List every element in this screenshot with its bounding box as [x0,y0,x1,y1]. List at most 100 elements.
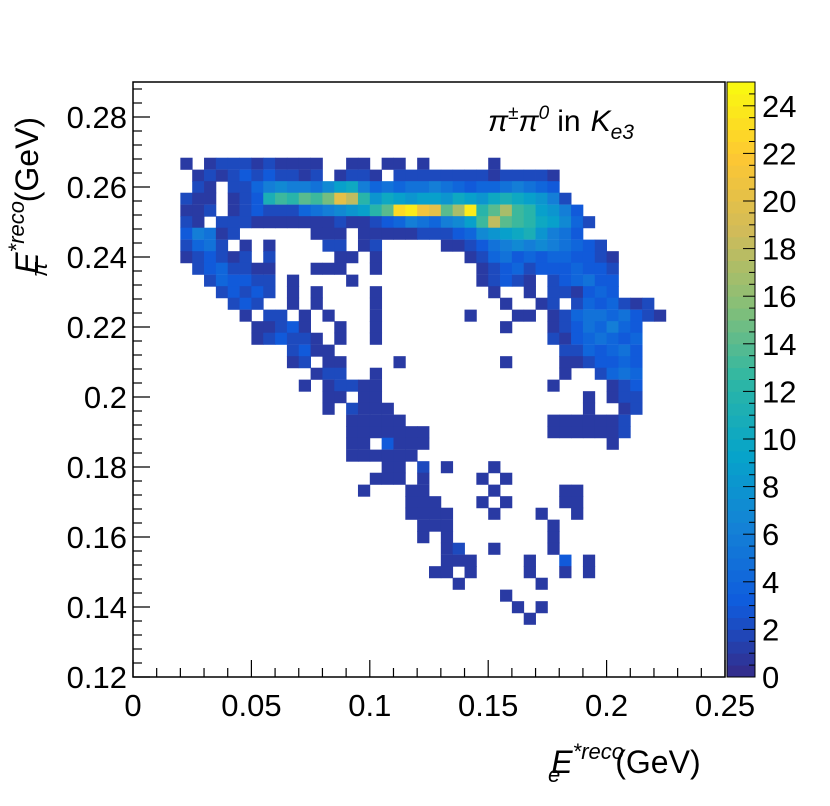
y-tick-label: 0.12 [67,660,127,695]
heatmap-cell [417,496,430,509]
heatmap-cell [180,204,193,217]
heatmap-cell [547,274,560,287]
heatmap-cell [618,332,631,345]
heatmap-cell [346,449,359,462]
heatmap-cell [464,181,477,194]
heatmap-cell [298,181,311,194]
color-scale-step [727,593,755,607]
heatmap-cell [476,216,489,229]
heatmap-cell [310,297,323,310]
heatmap-cell [405,507,418,520]
heatmap-cell [369,262,383,275]
heatmap-cell [298,321,311,334]
heatmap-cell [286,356,300,369]
heatmap-cell [405,169,418,182]
heatmap-cell [594,297,607,310]
color-scale-step [727,153,755,166]
heatmap-cell [630,332,643,345]
color-scale-step [727,391,755,404]
color-scale-step [727,486,755,499]
heatmap-cell [334,192,347,205]
heatmap-cell [334,321,347,334]
x-axis: 0 0.05 0.1 0.15 0.2 0.25 [124,660,755,723]
heatmap-cell [559,286,572,299]
heatmap-cell [571,414,584,427]
color-scale-step [727,617,755,630]
heatmap-cell [310,192,323,205]
y-axis-title: E*recoπ(GeV) [4,117,52,277]
heatmap-cell [606,309,619,322]
color-scale-step [727,534,755,547]
heatmap-cell [192,239,205,252]
color-scale-step [727,308,755,321]
heatmap-cell [346,181,359,194]
heatmap-cell [322,204,335,217]
heatmap-cell [215,251,229,264]
heatmap-cell [298,356,311,369]
heatmap-cell [369,216,383,229]
heatmap-cell [547,262,560,275]
heatmap-cell [357,204,371,217]
x-tick-label: 0.05 [221,688,281,723]
heatmap-cell [594,426,607,439]
heatmap-cell [381,461,394,474]
heatmap-cell [500,496,513,509]
heatmap-cell [582,321,596,334]
heatmap-cell [571,262,584,275]
heatmap-cell [511,181,525,194]
heatmap-cells [180,157,667,625]
heatmap-cell [369,227,383,240]
heatmap-cell [405,181,418,194]
heatmap-cell [547,204,560,217]
heatmap-cell [429,216,442,229]
color-scale-step [727,331,755,345]
heatmap-cell [417,531,430,544]
heatmap-cell [535,181,548,194]
heatmap-cell [251,286,264,299]
heatmap-cell [488,262,501,275]
color-scale-step [727,105,755,119]
heatmap-cell [393,414,406,427]
heatmap-cell [369,251,383,264]
color-scale-step [727,498,755,511]
color-tick-label: 2 [762,612,779,647]
heatmap-cell [239,169,252,182]
heatmap-cell [571,297,584,310]
color-scale-bar [726,81,756,678]
color-scale-step [727,510,755,523]
heatmap-cell [594,239,607,252]
heatmap-cell [500,262,513,275]
heatmap-cell [582,251,596,264]
heatmap-cell [440,192,454,205]
heatmap-cell [440,554,454,567]
heatmap-cell [500,192,513,205]
heatmap-cell [559,239,572,252]
heatmap-cell [476,239,489,252]
heatmap-cell [547,414,560,427]
heatmap-cell [488,507,501,520]
heatmap-cell [417,204,430,217]
heatmap-cell [464,554,477,567]
heatmap-cell [192,169,205,182]
y-tick-label: 0.22 [67,310,127,345]
color-scale-step [727,272,755,285]
heatmap-cell [440,507,454,520]
heatmap-cell [476,496,489,509]
heatmap-cell [286,274,300,287]
heatmap-cell [357,437,371,450]
heatmap-cell [571,496,584,509]
heatmap-cell [357,239,371,252]
heatmap-cell [547,379,560,392]
heatmap-cell [369,309,383,322]
heatmap-cell [180,251,193,264]
color-scale-step [727,403,755,416]
heatmap-cell [369,472,383,485]
heatmap-cell [192,227,205,240]
heatmap-cell [571,321,584,334]
heatmap-cell [642,309,655,322]
heatmap-cell [346,402,359,415]
color-tick-label: 10 [762,422,796,457]
heatmap-cell [452,227,465,240]
heatmap-cell [500,472,513,485]
heatmap-cell [334,356,347,369]
